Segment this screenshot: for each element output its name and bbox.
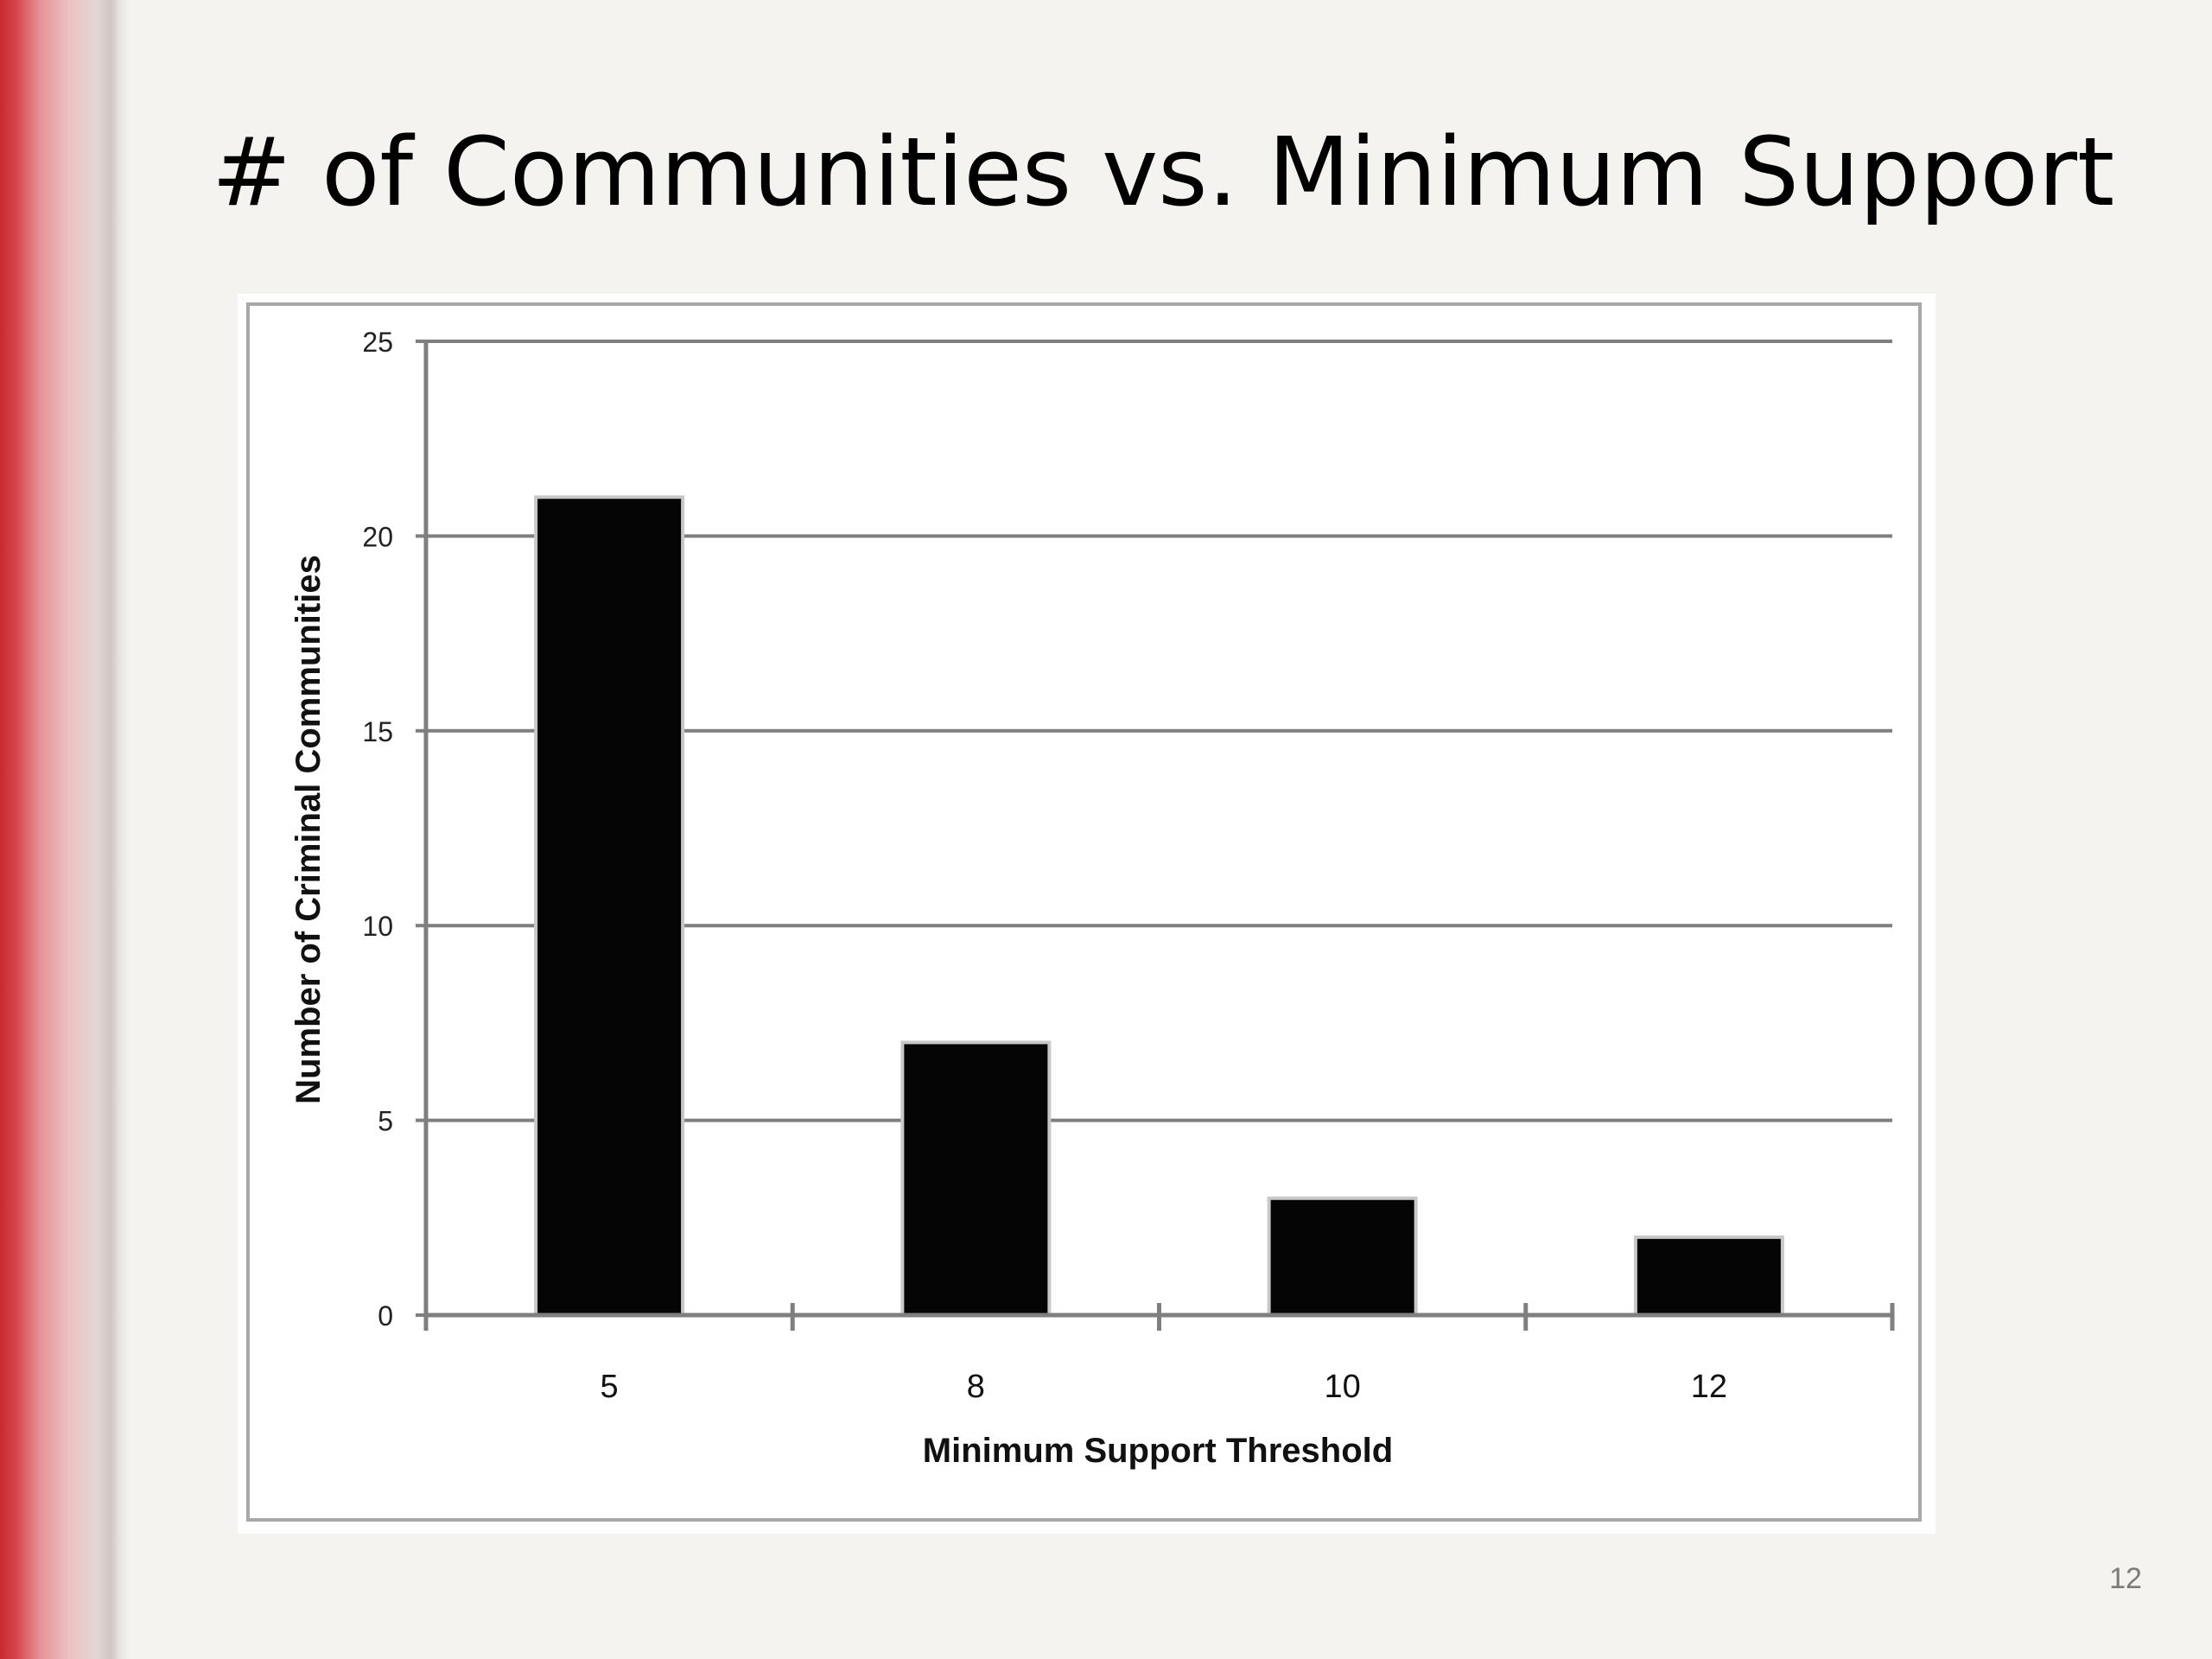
bar-12 [1633, 1235, 1784, 1317]
y-tick-label: 5 [378, 1106, 393, 1137]
x-tick-label: 8 [967, 1369, 985, 1405]
tick-labels: 0 5 10 15 20 25 5 8 10 12 [362, 327, 1727, 1405]
bars [534, 495, 1784, 1318]
x-tick-label: 12 [1691, 1369, 1727, 1405]
page-number: 12 [2109, 1562, 2142, 1595]
chart-border [246, 302, 1922, 1522]
x-axis-title: Minimum Support Threshold [923, 1432, 1393, 1470]
y-tick-label: 10 [362, 911, 393, 942]
axes [416, 340, 1895, 1331]
bar-8 [900, 1040, 1052, 1317]
bar-5 [534, 495, 685, 1317]
y-tick-label: 20 [362, 521, 393, 552]
slide-title: # of Communities vs. Minimum Support [212, 117, 2115, 227]
y-axis-title: Number of Criminal Communities [289, 555, 327, 1104]
chart-frame: 0 5 10 15 20 25 5 8 10 12 Minimum Support Thresho… [238, 294, 1936, 1534]
bar-10 [1267, 1196, 1418, 1318]
x-tick-label: 10 [1324, 1369, 1360, 1405]
y-tick-label: 0 [378, 1300, 393, 1332]
decorative-side-bar [0, 0, 130, 1659]
bar-chart: 0 5 10 15 20 25 5 8 10 12 Minimum Support Thresho… [246, 302, 1922, 1522]
x-tick-label: 5 [601, 1369, 619, 1405]
y-tick-label: 25 [362, 327, 393, 358]
y-tick-label: 15 [362, 716, 393, 747]
